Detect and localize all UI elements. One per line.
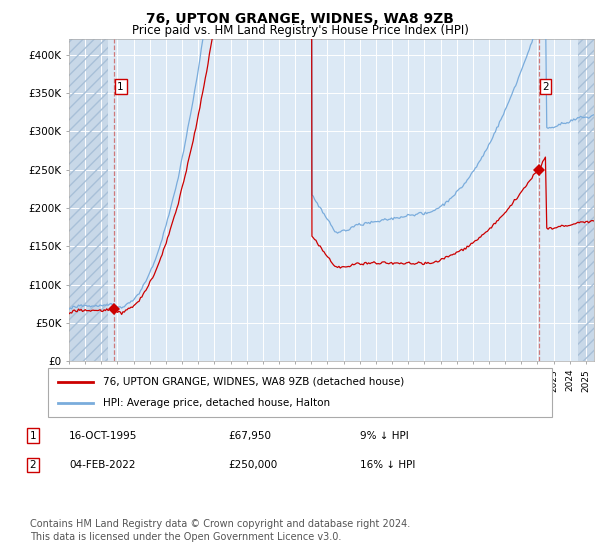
Text: 16-OCT-1995: 16-OCT-1995 [69, 431, 137, 441]
Text: Contains HM Land Registry data © Crown copyright and database right 2024.
This d: Contains HM Land Registry data © Crown c… [30, 519, 410, 542]
Text: Price paid vs. HM Land Registry's House Price Index (HPI): Price paid vs. HM Land Registry's House … [131, 24, 469, 36]
Bar [69, 39, 108, 361]
Text: HPI: Average price, detached house, Halton: HPI: Average price, detached house, Halt… [103, 398, 331, 408]
Text: 04-FEB-2022: 04-FEB-2022 [69, 460, 136, 470]
Text: 1: 1 [29, 431, 37, 441]
Text: £67,950: £67,950 [228, 431, 271, 441]
Text: £250,000: £250,000 [228, 460, 277, 470]
Text: 2: 2 [29, 460, 37, 470]
Text: 76, UPTON GRANGE, WIDNES, WA8 9ZB: 76, UPTON GRANGE, WIDNES, WA8 9ZB [146, 12, 454, 26]
Bar [69, 39, 108, 361]
Text: 9% ↓ HPI: 9% ↓ HPI [360, 431, 409, 441]
Bar [578, 39, 594, 361]
Text: 1: 1 [117, 82, 124, 92]
Bar [578, 39, 594, 361]
Text: 76, UPTON GRANGE, WIDNES, WA8 9ZB (detached house): 76, UPTON GRANGE, WIDNES, WA8 9ZB (detac… [103, 377, 404, 387]
Text: 2: 2 [542, 82, 549, 92]
FancyBboxPatch shape [48, 368, 552, 417]
Text: 16% ↓ HPI: 16% ↓ HPI [360, 460, 415, 470]
